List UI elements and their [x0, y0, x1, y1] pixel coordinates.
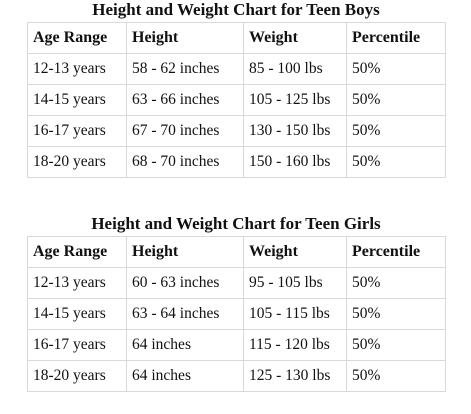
percentile-cell: 50%	[346, 146, 446, 178]
boys-table: Age Range Height Weight Percentile 12-13…	[27, 22, 446, 178]
table-row: 12-13 years 60 - 63 inches 95 - 105 lbs …	[27, 267, 446, 299]
age-range-cell: 14-15 years	[27, 298, 127, 330]
weight-cell: 105 - 115 lbs	[243, 298, 347, 330]
height-cell: 63 - 66 inches	[126, 84, 244, 116]
percentile-cell: 50%	[346, 298, 446, 330]
height-cell: 60 - 63 inches	[126, 267, 244, 299]
age-range-cell: 18-20 years	[27, 360, 127, 392]
percentile-cell: 50%	[346, 329, 446, 361]
weight-cell: 105 - 125 lbs	[243, 84, 347, 116]
table-row: 16-17 years 64 inches 115 - 120 lbs 50%	[27, 329, 446, 361]
percentile-cell: 50%	[346, 360, 446, 392]
table-row: 14-15 years 63 - 66 inches 105 - 125 lbs…	[27, 84, 446, 116]
table-header-row: Age Range Height Weight Percentile	[27, 236, 446, 268]
weight-cell: 150 - 160 lbs	[243, 146, 347, 178]
age-range-cell: 12-13 years	[27, 53, 127, 85]
weight-cell: 125 - 130 lbs	[243, 360, 347, 392]
height-cell: 64 inches	[126, 360, 244, 392]
table-row: 12-13 years 58 - 62 inches 85 - 100 lbs …	[27, 53, 446, 85]
percentile-cell: 50%	[346, 53, 446, 85]
table-row: 18-20 years 64 inches 125 - 130 lbs 50%	[27, 360, 446, 392]
weight-cell: 85 - 100 lbs	[243, 53, 347, 85]
height-cell: 67 - 70 inches	[126, 115, 244, 147]
table-row: 16-17 years 67 - 70 inches 130 - 150 lbs…	[27, 115, 446, 147]
age-range-cell: 16-17 years	[27, 115, 127, 147]
table-header-row: Age Range Height Weight Percentile	[27, 22, 446, 54]
column-header-percentile: Percentile	[346, 22, 446, 54]
column-header-height: Height	[126, 236, 244, 268]
height-cell: 63 - 64 inches	[126, 298, 244, 330]
column-header-height: Height	[126, 22, 244, 54]
table-row: 18-20 years 68 - 70 inches 150 - 160 lbs…	[27, 146, 446, 178]
boys-chart: Height and Weight Chart for Teen Boys Ag…	[27, 0, 446, 178]
weight-cell: 95 - 105 lbs	[243, 267, 347, 299]
age-range-cell: 18-20 years	[27, 146, 127, 178]
height-cell: 68 - 70 inches	[126, 146, 244, 178]
column-header-age-range: Age Range	[27, 236, 127, 268]
boys-chart-title: Height and Weight Chart for Teen Boys	[92, 0, 380, 19]
girls-table: Age Range Height Weight Percentile 12-13…	[27, 236, 446, 392]
percentile-cell: 50%	[346, 84, 446, 116]
height-cell: 58 - 62 inches	[126, 53, 244, 85]
column-header-percentile: Percentile	[346, 236, 446, 268]
age-range-cell: 14-15 years	[27, 84, 127, 116]
girls-chart: Height and Weight Chart for Teen Girls A…	[27, 214, 446, 392]
weight-cell: 115 - 120 lbs	[243, 329, 347, 361]
table-row: 14-15 years 63 - 64 inches 105 - 115 lbs…	[27, 298, 446, 330]
column-header-weight: Weight	[243, 22, 347, 54]
weight-cell: 130 - 150 lbs	[243, 115, 347, 147]
height-cell: 64 inches	[126, 329, 244, 361]
column-header-age-range: Age Range	[27, 22, 127, 54]
column-header-weight: Weight	[243, 236, 347, 268]
age-range-cell: 16-17 years	[27, 329, 127, 361]
age-range-cell: 12-13 years	[27, 267, 127, 299]
percentile-cell: 50%	[346, 115, 446, 147]
percentile-cell: 50%	[346, 267, 446, 299]
girls-chart-title: Height and Weight Chart for Teen Girls	[91, 214, 381, 233]
